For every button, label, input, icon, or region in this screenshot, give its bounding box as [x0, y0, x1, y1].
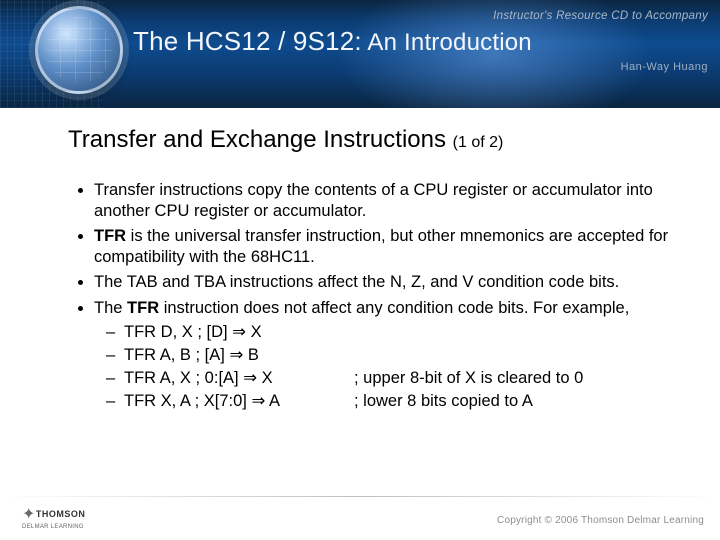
publisher-logo: ✦ THOMSON DELMAR LEARNING	[22, 507, 85, 530]
title-prefix: The	[133, 26, 186, 56]
header-main-title: The HCS12 / 9S12: An Introduction	[133, 26, 708, 57]
sub-list-item: –TFR D, X ; [D] ⇒ X	[106, 322, 674, 343]
header-subtitle: Instructor's Resource CD to Accompany	[135, 10, 708, 22]
title-strong: HCS12 / 9S12:	[186, 26, 362, 56]
publisher-brand: THOMSON	[36, 509, 86, 519]
bullet-item: TFR is the universal transfer instructio…	[94, 226, 684, 268]
bullet-item: Transfer instructions copy the contents …	[94, 180, 684, 222]
globe-icon	[35, 6, 123, 94]
sub-list-item: –TFR A, B ; [A] ⇒ B	[106, 345, 674, 366]
title-suffix: An Introduction	[362, 29, 532, 56]
bullet-item: The TAB and TBA instructions affect the …	[94, 272, 684, 293]
slide-title-suffix: (1 of 2)	[453, 134, 504, 151]
sub-list-item: –TFR X, A ; X[7:0] ⇒ A; lower 8 bits cop…	[106, 391, 674, 412]
bullet-item: The TFR instruction does not affect any …	[94, 298, 684, 413]
sub-list-item: –TFR A, X ; 0:[A] ⇒ X; upper 8-bit of X …	[106, 368, 674, 389]
slide-footer: ✦ THOMSON DELMAR LEARNING Copyright © 20…	[0, 484, 720, 540]
slide-title-text: Transfer and Exchange Instructions	[68, 126, 453, 153]
publisher-subbrand: DELMAR LEARNING	[22, 524, 85, 530]
copyright-text: Copyright © 2006 Thomson Delmar Learning	[497, 515, 704, 526]
slide-title: Transfer and Exchange Instructions (1 of…	[68, 126, 684, 154]
header-author: Han-Way Huang	[135, 61, 708, 73]
sub-list: –TFR D, X ; [D] ⇒ X–TFR A, B ; [A] ⇒ B–T…	[106, 322, 674, 412]
slide-header: Instructor's Resource CD to Accompany Th…	[0, 0, 720, 108]
footer-divider	[0, 496, 720, 497]
header-text-block: Instructor's Resource CD to Accompany Th…	[135, 10, 708, 73]
slide-body: Transfer and Exchange Instructions (1 of…	[0, 108, 720, 412]
star-icon: ✦	[22, 506, 33, 523]
bullet-list: Transfer instructions copy the contents …	[94, 180, 684, 412]
